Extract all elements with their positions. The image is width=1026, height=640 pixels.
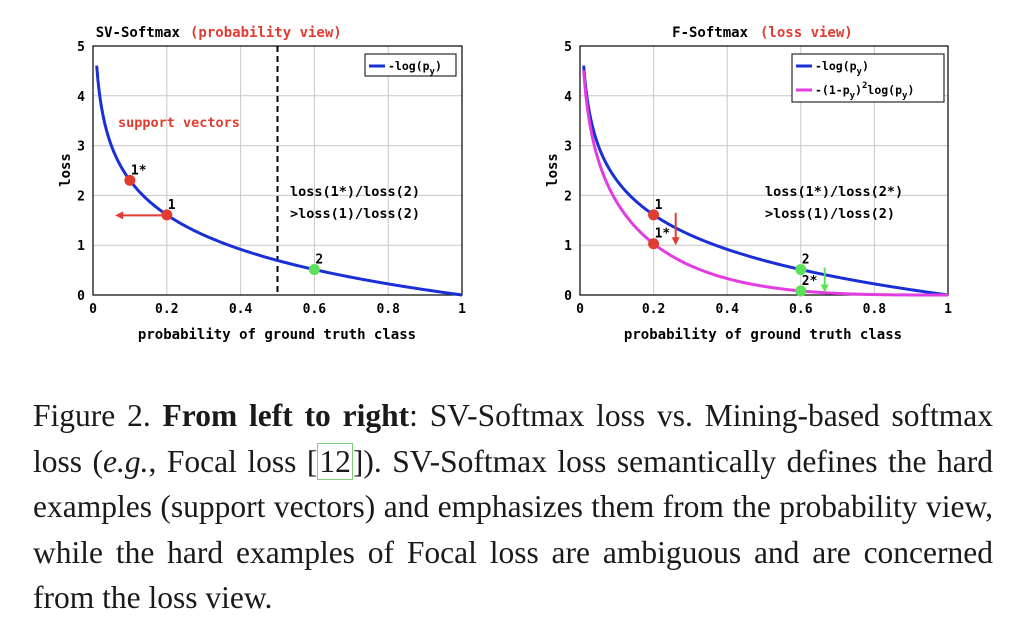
y-tick-label: 3: [77, 140, 85, 155]
data-point-label: 1*: [655, 227, 671, 242]
data-point-1: [648, 209, 660, 221]
x-tick-label: 0.6: [789, 302, 813, 317]
series-line-0: [95, 65, 463, 297]
legend-entry-neglog: -log(py): [815, 59, 869, 77]
x-axis-label: probability of ground truth class: [624, 327, 902, 343]
data-point-label: 2: [315, 253, 323, 268]
x-tick-label: 0.4: [229, 302, 253, 317]
support-vectors-label: support vectors: [118, 115, 240, 131]
caption-text-3: ]). SV-Softmax loss semantically defines…: [33, 443, 993, 616]
ratio-line-1: loss(1*)/loss(2): [290, 184, 420, 200]
series-line-1: [582, 70, 948, 297]
caption-eg: e.g.: [103, 443, 149, 479]
chart-sv-softmax: SV-Softmax (probability view) 0 0.2 0.4 0.6…: [58, 25, 466, 343]
ratio-line-2: >loss(1)/loss(2): [290, 206, 420, 222]
arrow-head: [671, 237, 680, 246]
y-axis-label: loss: [58, 153, 74, 187]
caption-text-2: , Focal loss [: [148, 443, 318, 479]
ratio-line-2: >loss(1)/loss(2): [765, 206, 895, 222]
data-point-label: 2: [802, 253, 810, 268]
y-tick-label: 2: [77, 189, 85, 204]
legend: -log(py) -(1-py)2log(py): [791, 53, 945, 103]
arrow-head: [820, 284, 829, 293]
data-point-2*: [795, 285, 807, 297]
legend-entry-focal: -(1-py)2log(py): [815, 81, 914, 101]
x-tick-label: 1: [458, 302, 466, 317]
citation-link[interactable]: 12: [317, 442, 353, 480]
x-tick-label: 0.2: [155, 302, 178, 317]
y-tick-label: 2: [564, 189, 572, 204]
x-tick-label: 0.8: [376, 302, 400, 317]
arrow-head: [115, 211, 124, 220]
y-tick-label: 5: [77, 40, 85, 55]
legend-entry-neglog: -log(py): [388, 59, 442, 77]
data-point-2: [308, 264, 320, 276]
y-axis-label: loss: [545, 153, 561, 187]
data-point-1*: [648, 238, 660, 250]
data-point-1: [161, 209, 173, 221]
caption-label: Figure 2.: [33, 398, 151, 433]
data-point-1*: [124, 174, 136, 186]
y-tick-label: 0: [564, 289, 572, 304]
x-tick-label: 0.8: [863, 302, 887, 317]
data-point-label: 1*: [131, 163, 147, 178]
x-tick-label: 1: [944, 302, 952, 317]
x-tick-label: 0.2: [642, 302, 665, 317]
x-tick-label: 0: [576, 302, 584, 317]
x-tick-label: 0.4: [715, 302, 739, 317]
x-tick-label: 0.6: [303, 302, 327, 317]
y-tick-label: 4: [77, 90, 85, 105]
caption-bold: From left to right: [162, 398, 410, 433]
y-tick-label: 3: [564, 140, 572, 155]
data-point-2: [795, 264, 807, 276]
data-point-label: 1: [168, 198, 176, 213]
legend: -log(py): [364, 53, 457, 77]
chart-title: SV-Softmax: [96, 25, 181, 41]
figure-caption: Figure 2. From left to right: SV-Softmax…: [33, 393, 993, 621]
y-tick-label: 5: [564, 40, 572, 55]
caption-text-1: : SV-Softmax loss vs. Mining-based softm…: [33, 398, 994, 479]
chart-title-suffix: (probability view): [190, 25, 342, 41]
chart-title-suffix: (loss view): [760, 25, 853, 41]
y-tick-label: 4: [564, 90, 572, 105]
y-tick-label: 1: [77, 239, 85, 254]
y-tick-label: 0: [77, 289, 85, 304]
plot-frame: [579, 45, 949, 296]
data-point-label: 1: [655, 198, 663, 213]
chart-f-softmax: F-Softmax (loss view) 0 0.2 0.4 0.6 0.8 1 0 1 2 3…: [545, 25, 952, 343]
x-tick-label: 0: [89, 302, 97, 317]
y-tick-label: 1: [564, 239, 572, 254]
data-point-label: 2*: [802, 274, 818, 289]
x-axis-label: probability of ground truth class: [138, 327, 416, 343]
ratio-line-1: loss(1*)/loss(2*): [765, 184, 903, 200]
chart-title: F-Softmax: [672, 25, 748, 41]
figure-panels: SV-Softmax (probability view) 0 0.2 0.4 0.6…: [58, 25, 952, 343]
series-line-0: [582, 65, 949, 297]
